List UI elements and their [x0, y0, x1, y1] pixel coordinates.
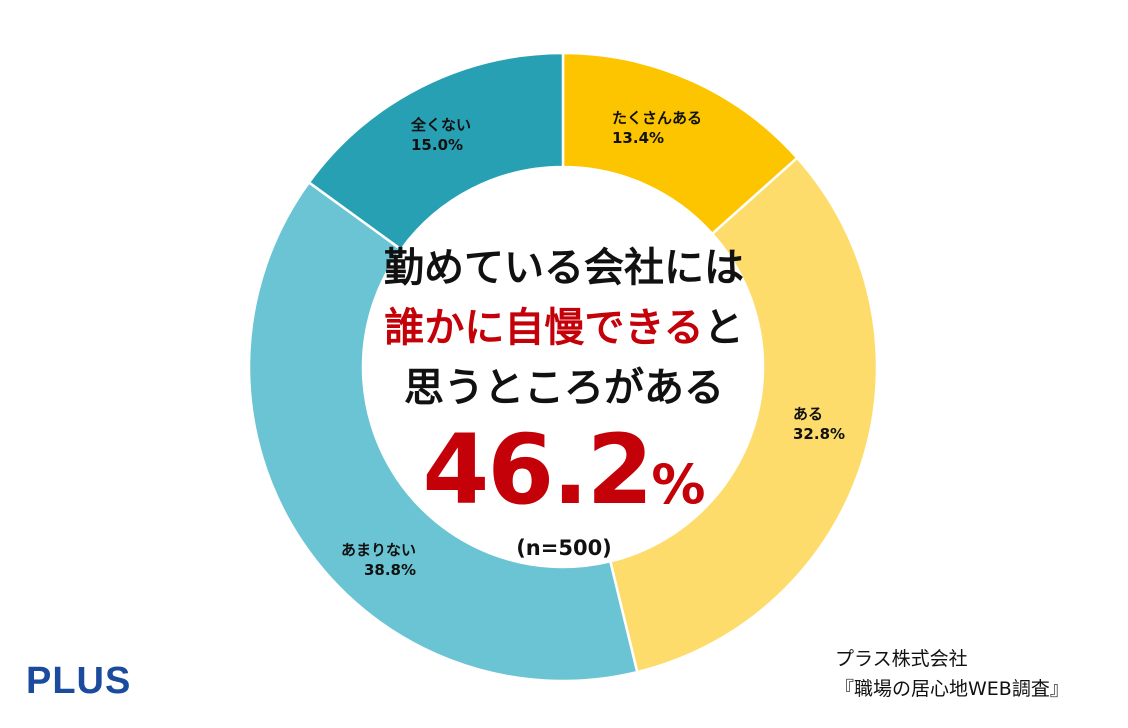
donut-slice-1	[608, 156, 879, 674]
center-total-percentage: 46.2%	[0, 420, 1128, 548]
plus-logo: PLUS	[26, 660, 132, 702]
center-title-line-3: 思うところがある	[0, 364, 1128, 412]
slice-label-amari-nai: あまりない 38.8%	[322, 540, 416, 580]
slice-label-value: 13.4%	[612, 129, 665, 147]
slice-label-text: ある	[793, 405, 824, 423]
slice-label-text: 全くない	[411, 116, 472, 134]
slice-label-aru: ある 32.8%	[793, 404, 845, 444]
donut-slice-2	[247, 180, 639, 683]
center-title-line-2-rest: と	[703, 305, 744, 351]
slice-label-takusan-aru: たくさんある 13.4%	[612, 108, 702, 148]
donut-slice-3	[307, 51, 565, 252]
slice-label-value: 32.8%	[793, 425, 846, 443]
center-title-line-3-text: 思うところがある	[404, 365, 724, 411]
center-title-line-1: 勤めている会社には	[0, 244, 1128, 292]
slice-label-text: たくさんある	[612, 109, 703, 127]
source-company: プラス株式会社	[835, 648, 968, 670]
sample-size: (n=500)	[516, 536, 612, 560]
slice-label-mattaku-nai: 全くない 15.0%	[411, 115, 471, 155]
slice-label-value: 38.8%	[363, 561, 416, 579]
source-survey: 『職場の居心地WEB調査』	[835, 678, 1069, 700]
slice-label-value: 15.0%	[411, 136, 464, 154]
center-title-line-2: 誰かに自慢できると	[0, 304, 1128, 352]
source-credit: プラス株式会社 『職場の居心地WEB調査』	[835, 644, 1069, 704]
slice-label-text: あまりない	[340, 541, 416, 559]
center-title-accent: 誰かに自慢できる	[384, 305, 704, 351]
center-total-number: 46.2	[422, 414, 654, 526]
center-title-line-1-text: 勤めている会社には	[384, 245, 744, 291]
center-total-unit: %	[651, 453, 706, 516]
